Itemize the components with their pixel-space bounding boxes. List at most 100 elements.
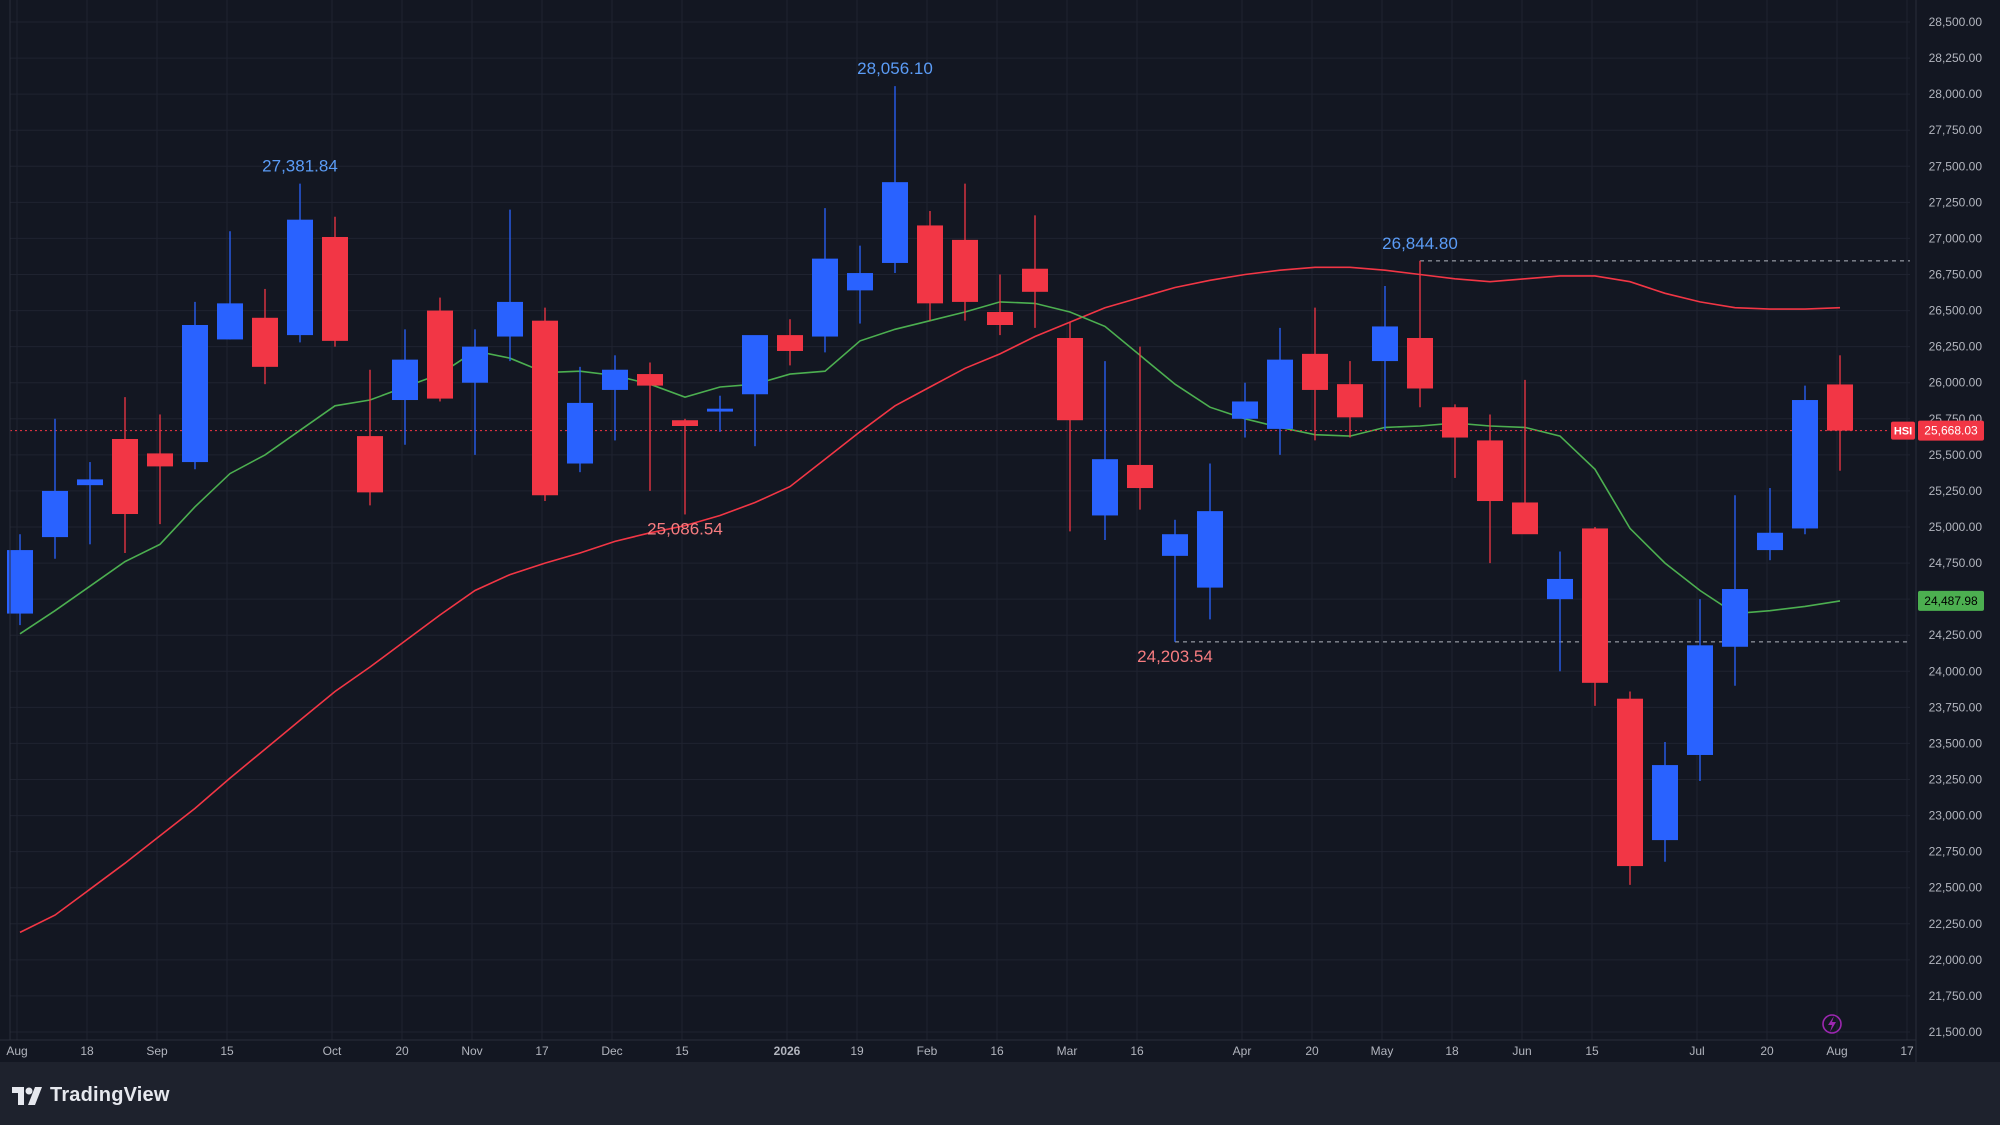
- high-annotation: 28,056.10: [857, 59, 933, 78]
- candle: [1617, 691, 1643, 885]
- candle-body: [1582, 528, 1608, 683]
- candle: [1022, 215, 1048, 328]
- footer-bar: [0, 1062, 2000, 1125]
- candle: [287, 183, 313, 343]
- x-tick-label: 16: [1130, 1044, 1144, 1058]
- candle: [1407, 260, 1433, 408]
- x-tick-label: 15: [220, 1044, 234, 1058]
- y-tick-label: 27,000.00: [1929, 231, 1983, 245]
- candle-body: [217, 303, 243, 340]
- candle: [1302, 307, 1328, 441]
- candle: [637, 362, 663, 491]
- symbol-badge: [1891, 421, 1915, 440]
- y-tick-label: 23,750.00: [1929, 700, 1983, 714]
- candle: [812, 208, 838, 353]
- high-annotation: 27,381.84: [262, 156, 338, 175]
- candle-body: [497, 301, 523, 337]
- candle-body: [1827, 384, 1853, 431]
- ma-value-label: 24,487.98: [1924, 594, 1978, 608]
- low-annotation: 25,086.54: [647, 520, 723, 539]
- x-tick-label: Oct: [323, 1044, 342, 1058]
- candle-body: [1197, 511, 1223, 588]
- candle-body: [1512, 502, 1538, 535]
- candle-body: [1757, 532, 1783, 551]
- candle-body: [1057, 337, 1083, 421]
- candle: [1652, 741, 1678, 862]
- y-tick-label: 22,000.00: [1929, 953, 1983, 967]
- candle: [777, 319, 803, 366]
- candle-body: [77, 479, 103, 486]
- candle-body: [1302, 353, 1328, 390]
- candle: [987, 274, 1013, 336]
- x-tick-label: Dec: [601, 1044, 622, 1058]
- candle: [1722, 495, 1748, 686]
- candle: [42, 418, 68, 559]
- y-tick-label: 27,750.00: [1929, 123, 1983, 137]
- x-tick-label: Jul: [1689, 1044, 1704, 1058]
- candle: [1442, 404, 1468, 478]
- candle: [497, 209, 523, 362]
- candle-body: [1687, 645, 1713, 755]
- candle: [672, 418, 698, 515]
- candle: [952, 183, 978, 321]
- candle-body: [1127, 464, 1153, 489]
- candle: [1057, 322, 1083, 532]
- candle-body: [112, 438, 138, 515]
- candle: [7, 534, 33, 626]
- y-tick-label: 27,250.00: [1929, 195, 1983, 209]
- candle-body: [707, 408, 733, 412]
- candle-body: [1407, 337, 1433, 389]
- candle-body: [847, 273, 873, 291]
- candle-body: [1442, 407, 1468, 438]
- high-annotation: 26,844.80: [1382, 234, 1458, 253]
- reference-lines: [10, 260, 1910, 643]
- x-tick-label: 17: [1900, 1044, 1914, 1058]
- x-tick-label: May: [1371, 1044, 1394, 1058]
- y-tick-label: 27,500.00: [1929, 159, 1983, 173]
- candle: [462, 329, 488, 455]
- candle-body: [1022, 268, 1048, 292]
- candle-body: [1232, 401, 1258, 419]
- x-tick-label: 18: [80, 1044, 94, 1058]
- x-tick-label: Apr: [1233, 1044, 1252, 1058]
- y-tick-label: 26,250.00: [1929, 340, 1983, 354]
- candle-body: [42, 490, 68, 538]
- current-price-label: 25,668.03: [1924, 424, 1978, 438]
- y-tick-label: 28,500.00: [1929, 15, 1983, 29]
- y-tick-label: 24,750.00: [1929, 556, 1983, 570]
- y-tick-label: 25,500.00: [1929, 448, 1983, 462]
- x-tick-label: Sep: [146, 1044, 168, 1058]
- candle: [182, 301, 208, 470]
- candle: [742, 335, 768, 447]
- axes: 21,500.00 21,750.00 22,000.00 22,250.00 22,5…: [0, 0, 1982, 1062]
- candle-body: [882, 182, 908, 263]
- candle: [1232, 382, 1258, 438]
- candle-body: [812, 258, 838, 337]
- x-tick-label: Aug: [1826, 1044, 1847, 1058]
- candle: [1582, 527, 1608, 706]
- candle: [1267, 327, 1293, 455]
- candle: [147, 414, 173, 525]
- brand[interactable]: TradingView: [12, 1084, 170, 1107]
- candle: [882, 86, 908, 274]
- x-tick-label: 15: [675, 1044, 689, 1058]
- price-chart[interactable]: 27,381.84 28,056.10 25,086.54 24,203.54 26,8…: [0, 0, 2000, 1062]
- ma-value-badge: [1918, 590, 1984, 611]
- candle: [1547, 551, 1573, 672]
- slow-moving-average: [19, 266, 1841, 934]
- candle-body: [1337, 384, 1363, 418]
- y-tick-label: 24,000.00: [1929, 664, 1983, 678]
- candle: [917, 211, 943, 321]
- x-tick-label: 16: [990, 1044, 1004, 1058]
- x-tick-label: Aug: [6, 1044, 27, 1058]
- candle-body: [1477, 440, 1503, 502]
- symbol-label: HSI: [1894, 426, 1912, 438]
- candlestick-series[interactable]: [7, 86, 1853, 885]
- candle: [77, 462, 103, 545]
- candle-body: [287, 219, 313, 336]
- y-tick-label: 28,000.00: [1929, 87, 1983, 101]
- candle: [1127, 346, 1153, 510]
- y-tick-label: 22,250.00: [1929, 917, 1983, 931]
- alert-icon[interactable]: [1822, 1014, 1842, 1034]
- y-tick-label: 22,500.00: [1929, 881, 1983, 895]
